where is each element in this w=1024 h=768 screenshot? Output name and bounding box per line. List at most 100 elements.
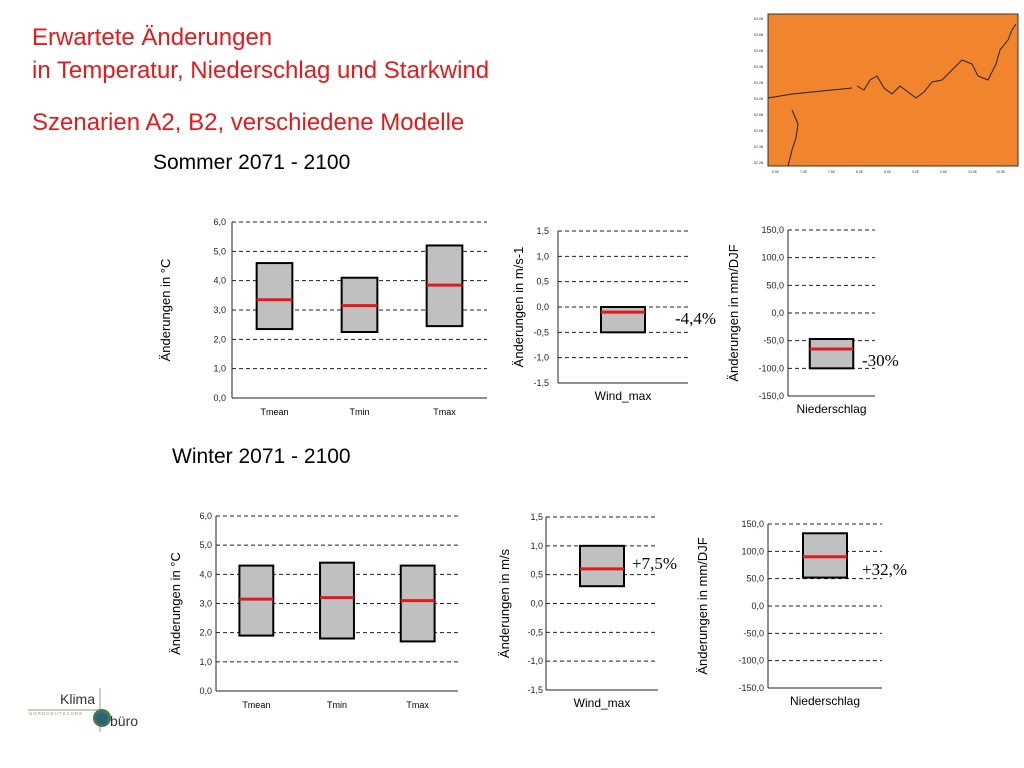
y-tick-label: 0,0 [199, 686, 212, 696]
svg-text:6.5E: 6.5E [772, 170, 780, 174]
y-tick-label: -1,0 [527, 656, 543, 666]
x-category-label: Tmean [242, 700, 270, 710]
y-tick-label: 3,0 [199, 599, 212, 609]
logo-text-small: NORDDEUTSCHES [29, 711, 83, 716]
svg-text:10.0E: 10.0E [968, 170, 978, 174]
range-box [340, 276, 379, 334]
svg-text:53.2N: 53.2N [754, 81, 764, 85]
y-tick-label: -1,0 [533, 353, 549, 363]
summer-period-label: Sommer 2071 - 2100 [153, 151, 351, 174]
y-tick-label: 0,0 [771, 308, 784, 318]
x-category-label: Tmax [406, 700, 429, 710]
y-tick-label: 0,0 [213, 393, 226, 403]
x-category-label: Tmin [350, 407, 370, 417]
x-category-label: Tmean [260, 407, 288, 417]
y-tick-label: -50,0 [743, 628, 764, 638]
y-tick-label: -1,5 [533, 378, 549, 388]
y-tick-label: -150,0 [758, 391, 784, 401]
y-tick-label: 0,0 [530, 599, 543, 609]
y-tick-label: -1,5 [527, 685, 543, 695]
y-tick-label: 6,0 [199, 511, 212, 521]
range-box [808, 338, 855, 370]
y-tick-label: 0,0 [536, 302, 549, 312]
y-tick-label: 1,0 [199, 657, 212, 667]
svg-text:10.5E: 10.5E [996, 170, 1006, 174]
y-tick-label: 0,5 [530, 570, 543, 580]
map-area [767, 13, 1019, 167]
svg-text:53.8N: 53.8N [754, 33, 764, 37]
x-category-label: Niederschlag [790, 694, 860, 708]
svg-text:53.4N: 53.4N [754, 65, 764, 69]
y-tick-label: 4,0 [213, 276, 226, 286]
range-box [399, 564, 436, 643]
y-axis-title: Änderungen in mm/DJF [726, 244, 741, 381]
winter-period-label: Winter 2071 - 2100 [172, 445, 351, 468]
y-tick-label: 3,0 [213, 305, 226, 315]
map-axis-ticks: 54.0N 53.8N 53.6N 53.4N 53.2N 53.0N 52.8N 52.… [754, 17, 1006, 174]
y-tick-label: -100,0 [758, 363, 784, 373]
logo-text-buero: büro [110, 713, 138, 729]
title-line-2: in Temperatur, Niederschlag und Starkwin… [32, 57, 490, 84]
y-tick-label: 2,0 [199, 628, 212, 638]
range-box [425, 244, 464, 328]
y-tick-label: 1,5 [530, 512, 543, 522]
y-tick-label: 150,0 [741, 519, 764, 529]
svg-text:52.8N: 52.8N [754, 113, 764, 117]
y-tick-label: 2,0 [213, 334, 226, 344]
y-tick-label: 5,0 [199, 540, 212, 550]
y-tick-label: -100,0 [738, 656, 764, 666]
range-box [238, 564, 275, 637]
y-axis-title: Änderungen in m/s [497, 548, 512, 658]
y-tick-label: 150,0 [761, 225, 784, 235]
y-tick-label: 0,5 [536, 277, 549, 287]
range-box [319, 561, 355, 640]
svg-text:52.4N: 52.4N [754, 145, 764, 149]
x-category-label: Tmax [433, 407, 456, 417]
y-tick-label: -50,0 [763, 336, 784, 346]
logo-text-klima: Klima [60, 691, 95, 707]
y-tick-label: -0,5 [533, 327, 549, 337]
svg-text:52.6N: 52.6N [754, 129, 764, 133]
y-tick-label: -150,0 [738, 683, 764, 693]
range-box [600, 306, 646, 334]
winter-precip-change-label: +32,% [862, 560, 907, 579]
x-category-label: Wind_max [574, 696, 631, 710]
svg-text:8.5E: 8.5E [884, 170, 892, 174]
y-tick-label: 4,0 [199, 569, 212, 579]
svg-text:52.2N: 52.2N [754, 161, 764, 165]
svg-text:53.6N: 53.6N [754, 49, 764, 53]
y-tick-label: 100,0 [761, 253, 784, 263]
y-axis-title: Änderungen in mm/DJF [695, 537, 710, 674]
y-tick-label: 1,0 [530, 541, 543, 551]
x-category-label: Wind_max [595, 389, 652, 403]
coastline [767, 23, 1017, 167]
y-tick-label: 0,0 [751, 601, 764, 611]
klimabuero-logo: Klima NORDDEUTSCHES büro [28, 688, 138, 732]
y-tick-label: 100,0 [741, 546, 764, 556]
y-axis-title: Änderungen in m/s-1 [511, 247, 526, 368]
svg-text:9.5E: 9.5E [940, 170, 948, 174]
x-category-label: Tmin [327, 700, 347, 710]
y-axis-title: Änderungen in °C [158, 259, 173, 362]
svg-text:54.0N: 54.0N [754, 17, 764, 21]
svg-text:8.0E: 8.0E [856, 170, 864, 174]
title-line-1: Erwartete Änderungen [32, 24, 273, 51]
y-tick-label: 1,5 [536, 226, 549, 236]
y-tick-label: 1,0 [213, 364, 226, 374]
winter-wind-change-label: +7,5% [632, 554, 677, 573]
svg-text:9.0E: 9.0E [912, 170, 920, 174]
range-box [802, 532, 848, 579]
range-box [255, 262, 294, 331]
region-map: 54.0N 53.8N 53.6N 53.4N 53.2N 53.0N 52.8N 52.… [752, 10, 1020, 176]
y-tick-label: -0,5 [527, 627, 543, 637]
summer-precip-change-label: -30% [862, 351, 899, 370]
y-tick-label: 1,0 [536, 251, 549, 261]
range-box [579, 544, 625, 588]
y-tick-label: 5,0 [213, 246, 226, 256]
y-tick-label: 50,0 [746, 574, 764, 584]
svg-text:7.0E: 7.0E [800, 170, 808, 174]
svg-text:7.5E: 7.5E [828, 170, 836, 174]
svg-text:53.0N: 53.0N [754, 97, 764, 101]
y-tick-label: 6,0 [213, 217, 226, 227]
y-axis-title: Änderungen in °C [168, 552, 183, 655]
